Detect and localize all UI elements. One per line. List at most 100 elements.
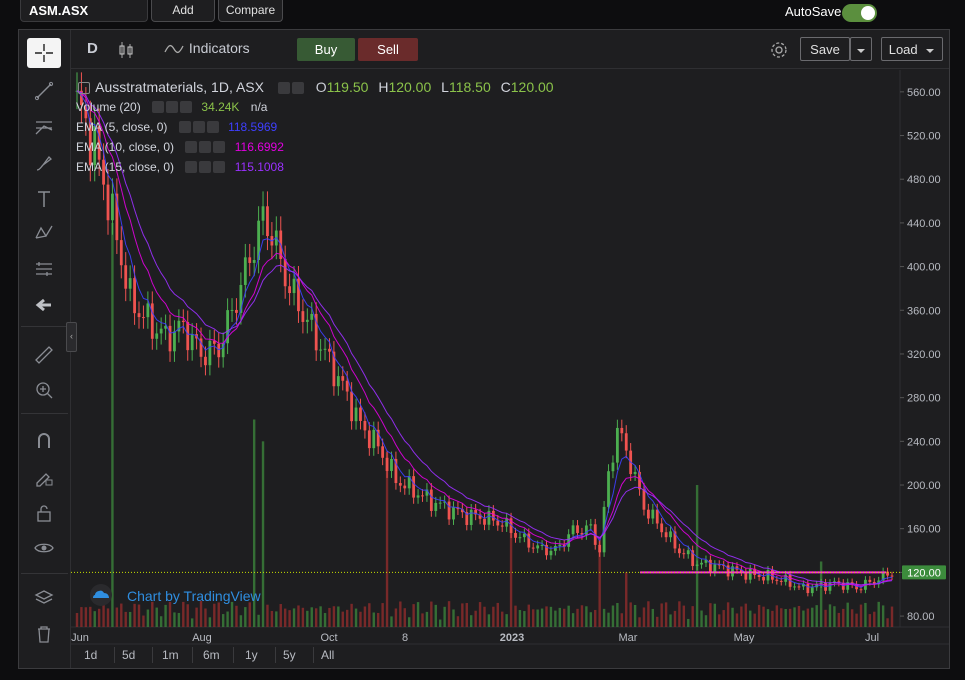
volume-bar	[368, 603, 371, 627]
range-All[interactable]: All	[321, 648, 335, 662]
volume-bar	[611, 605, 615, 627]
range-1d[interactable]: 1d	[84, 648, 98, 662]
legend-buttons	[185, 140, 227, 154]
range-1m[interactable]: 1m	[162, 648, 179, 662]
candle-body	[700, 562, 703, 565]
compare-button[interactable]: Compare	[218, 0, 283, 22]
save-dropdown-button[interactable]	[850, 37, 872, 61]
tradingview-logo[interactable]	[88, 584, 114, 611]
candle-body	[562, 544, 566, 547]
volume-bar	[301, 607, 305, 627]
pattern-tool[interactable]	[27, 218, 61, 248]
volume-bar	[576, 608, 579, 627]
candle-body	[173, 331, 176, 352]
range-5d[interactable]: 5d	[122, 648, 136, 662]
candle-body	[434, 502, 438, 511]
volume-bar	[842, 608, 845, 627]
close-icon[interactable]	[213, 141, 226, 153]
toolbar-divider	[21, 326, 68, 327]
eye-icon[interactable]	[152, 101, 165, 113]
volume-bar	[443, 606, 446, 627]
indicators-button[interactable]: Indicators	[163, 40, 250, 56]
crosshair-tool[interactable]	[27, 38, 61, 68]
range-1y[interactable]: 1y	[245, 648, 258, 662]
tradingview-credit[interactable]: Chart by TradingView	[127, 588, 261, 604]
magnet-tool[interactable]	[27, 426, 61, 456]
close-icon[interactable]	[206, 121, 219, 133]
collapse-toolbar-button[interactable]: ‹	[66, 322, 77, 352]
volume-bar	[518, 610, 522, 627]
volume-bar	[607, 612, 610, 627]
volume-bar	[390, 616, 393, 627]
remove-drawings-tool[interactable]	[27, 619, 61, 649]
candle-body	[633, 471, 637, 475]
add-button[interactable]: Add	[151, 0, 215, 22]
zoom-tool[interactable]	[27, 375, 61, 405]
interval-button[interactable]: D	[87, 40, 98, 57]
candle-body	[398, 483, 402, 486]
volume-bar	[505, 614, 508, 627]
candle-body	[744, 572, 748, 580]
range-6m[interactable]: 6m	[203, 648, 220, 662]
text-tool[interactable]	[27, 184, 61, 214]
ema10-name: EMA (10, close, 0)	[76, 140, 175, 154]
volume-bar	[102, 604, 105, 627]
back-tool[interactable]	[27, 290, 61, 320]
toolbar-divider	[21, 573, 68, 574]
close-icon[interactable]	[213, 161, 226, 173]
volume-bar	[297, 605, 300, 627]
prediction-tool[interactable]	[27, 254, 61, 284]
y-tick-label: 320.00	[907, 349, 941, 361]
buy-button[interactable]: Buy	[297, 38, 355, 61]
gear-icon[interactable]	[166, 101, 179, 113]
collapse-legend-icon[interactable]	[78, 82, 90, 94]
save-button[interactable]: Save	[800, 37, 850, 61]
eye-icon[interactable]	[185, 141, 198, 153]
brush-tool[interactable]	[27, 148, 61, 178]
volume-bar	[740, 606, 743, 627]
lock-tool[interactable]	[27, 498, 61, 528]
x-tick-label: Aug	[192, 632, 212, 644]
range-divider	[233, 647, 234, 663]
volume-bar	[868, 614, 872, 627]
volume-bar	[275, 611, 278, 627]
candle-body	[217, 343, 221, 358]
ruler-tool[interactable]	[27, 340, 61, 370]
trend-line-tool[interactable]	[27, 76, 61, 106]
candle-body	[230, 309, 234, 311]
volume-bar	[93, 611, 96, 627]
symbol-input[interactable]: ASM.ASX	[20, 0, 148, 22]
candle-body	[305, 319, 309, 322]
volume-bar	[545, 606, 548, 627]
settings-button[interactable]	[769, 40, 789, 63]
candle-body	[128, 278, 132, 289]
candle-body	[208, 340, 212, 366]
eye-icon[interactable]	[178, 121, 191, 133]
volume-bar	[137, 604, 141, 627]
y-tick-label: 400.00	[907, 262, 941, 274]
eye-icon[interactable]	[185, 161, 198, 173]
close-icon[interactable]	[180, 101, 193, 113]
candle-body	[771, 570, 774, 580]
autosave-toggle[interactable]	[842, 4, 877, 22]
chart-type-button[interactable]	[117, 40, 135, 63]
volume-bar	[594, 609, 597, 627]
volume-bar	[257, 614, 260, 627]
sell-button[interactable]: Sell	[358, 38, 418, 61]
visibility-tool[interactable]	[27, 533, 61, 563]
object-tree-tool[interactable]	[27, 583, 61, 613]
candle-body	[248, 257, 252, 263]
gear-icon[interactable]	[291, 82, 304, 94]
lock-drawing-tool[interactable]	[27, 462, 61, 492]
fib-tool[interactable]	[27, 112, 61, 142]
gear-icon[interactable]	[199, 161, 212, 173]
gear-icon[interactable]	[199, 141, 212, 153]
range-5y[interactable]: 5y	[283, 648, 296, 662]
volume-bar	[496, 602, 499, 627]
load-button[interactable]: Load	[881, 37, 943, 61]
candle-body	[297, 278, 300, 312]
candle-body	[677, 548, 681, 554]
eye-icon[interactable]	[277, 82, 290, 94]
gear-icon[interactable]	[192, 121, 205, 133]
